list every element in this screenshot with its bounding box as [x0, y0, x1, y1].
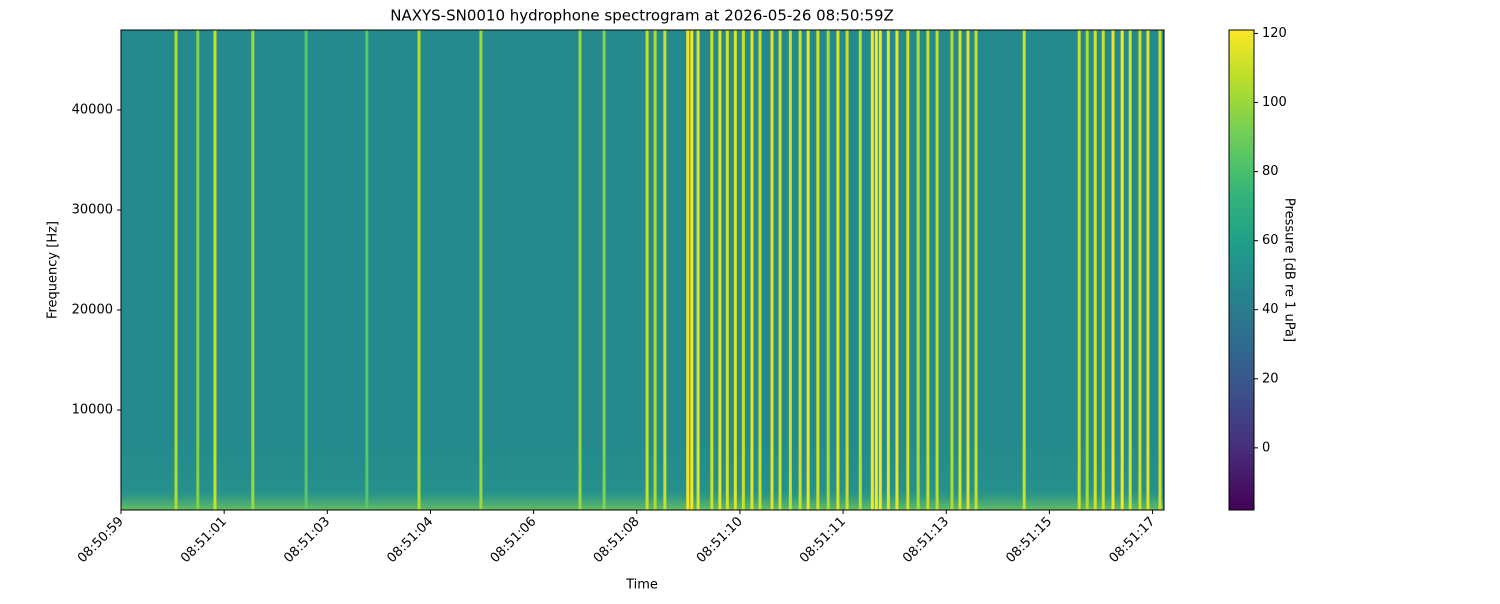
- broadband-event: [213, 30, 217, 510]
- broadband-event: [1128, 30, 1132, 510]
- x-tick-label: 08:51:06: [488, 514, 540, 566]
- broadband-event: [950, 30, 954, 510]
- broadband-event: [958, 30, 962, 510]
- y-tick-label: 20000: [72, 303, 113, 318]
- broadband-event: [645, 30, 649, 510]
- broadband-event: [174, 30, 178, 510]
- broadband-event: [826, 30, 830, 510]
- broadband-event: [916, 30, 920, 510]
- broadband-event: [578, 30, 582, 510]
- broadband-event: [251, 30, 255, 510]
- colorbar-tick-label: 60: [1262, 233, 1279, 248]
- broadband-event: [696, 30, 700, 510]
- x-tick-label: 08:51:03: [281, 514, 333, 566]
- broadband-event: [1138, 30, 1142, 510]
- broadband-event: [874, 30, 878, 510]
- broadband-event: [886, 30, 890, 510]
- broadband-event: [1158, 30, 1162, 510]
- x-tick-label: 08:51:01: [178, 514, 230, 566]
- plot-area: [121, 30, 1164, 510]
- broadband-event: [974, 30, 978, 510]
- x-tick-label: 08:51:04: [384, 514, 436, 566]
- broadband-event: [710, 30, 714, 510]
- x-tick-label: 08:51:10: [694, 514, 746, 566]
- broadband-event: [845, 30, 849, 510]
- x-tick-label: 08:51:08: [591, 514, 643, 566]
- broadband-event: [895, 30, 899, 510]
- broadband-event: [365, 30, 369, 510]
- y-tick-label: 40000: [72, 103, 113, 118]
- broadband-event: [733, 30, 737, 510]
- colorbar-tick-label: 40: [1262, 302, 1279, 317]
- broadband-event: [858, 30, 862, 510]
- chart-title: NAXYS-SN0010 hydrophone spectrogram at 2…: [390, 7, 894, 25]
- x-tick-label: 08:51:17: [1106, 514, 1158, 566]
- broadband-event: [690, 30, 694, 510]
- broadband-event: [741, 30, 745, 510]
- x-tick-label: 08:51:11: [797, 514, 849, 566]
- broadband-event: [788, 30, 792, 510]
- broadband-event: [778, 30, 782, 510]
- broadband-event: [935, 30, 939, 510]
- broadband-event: [758, 30, 762, 510]
- broadband-event: [602, 30, 606, 510]
- broadband-event: [798, 30, 802, 510]
- broadband-event: [878, 30, 882, 510]
- broadband-event: [417, 30, 421, 510]
- y-tick-label: 30000: [72, 203, 113, 218]
- broadband-event: [304, 30, 308, 510]
- low-frequency-glow: [121, 30, 1164, 510]
- broadband-event: [718, 30, 722, 510]
- broadband-event: [836, 30, 840, 510]
- broadband-event: [750, 30, 754, 510]
- colorbar-tick-label: 0: [1262, 440, 1270, 455]
- broadband-event: [1101, 30, 1105, 510]
- broadband-event: [1111, 30, 1115, 510]
- colorbar-tick-label: 100: [1262, 95, 1287, 110]
- y-tick-label: 10000: [72, 403, 113, 418]
- broadband-event: [1077, 30, 1081, 510]
- broadband-event: [1146, 30, 1150, 510]
- broadband-event: [1120, 30, 1124, 510]
- broadband-event: [806, 30, 810, 510]
- broadband-event: [966, 30, 970, 510]
- broadband-event: [770, 30, 774, 510]
- broadband-event: [653, 30, 657, 510]
- broadband-event: [1085, 30, 1089, 510]
- colorbar: [1228, 29, 1255, 511]
- broadband-event: [686, 30, 690, 510]
- y-axis-label: Frequency [Hz]: [46, 221, 61, 319]
- x-axis-label: Time: [625, 578, 658, 593]
- broadband-event: [906, 30, 910, 510]
- colorbar-tick-label: 120: [1262, 26, 1287, 41]
- broadband-event: [870, 30, 874, 510]
- broadband-event: [816, 30, 820, 510]
- x-tick-label: 08:51:13: [900, 514, 952, 566]
- broadband-event: [196, 30, 200, 510]
- colorbar-tick-label: 80: [1262, 164, 1279, 179]
- colorbar-label: Pressure [dB re 1 uPa]: [1282, 198, 1297, 342]
- broadband-event: [926, 30, 930, 510]
- broadband-event: [1022, 30, 1026, 510]
- x-tick-label: 08:51:15: [1003, 514, 1055, 566]
- broadband-event: [1093, 30, 1097, 510]
- broadband-event: [663, 30, 667, 510]
- colorbar-tick-label: 20: [1262, 371, 1279, 386]
- broadband-event: [725, 30, 729, 510]
- plot-frame: [120, 29, 1165, 511]
- x-tick-label: 08:50:59: [75, 514, 127, 566]
- broadband-event: [479, 30, 483, 510]
